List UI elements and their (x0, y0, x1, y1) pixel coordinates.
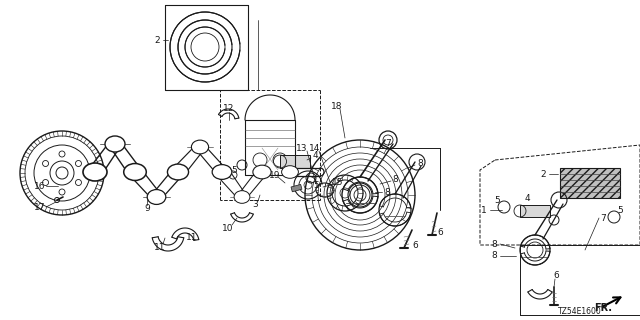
Text: 12: 12 (223, 103, 235, 113)
Text: 5: 5 (231, 165, 237, 174)
Bar (560, 168, 620, 198)
Text: 5: 5 (313, 180, 319, 189)
Text: 4: 4 (524, 194, 530, 203)
Text: 5: 5 (494, 196, 500, 204)
Ellipse shape (316, 183, 334, 197)
Text: 6: 6 (437, 228, 443, 236)
Ellipse shape (105, 136, 125, 152)
Text: 8: 8 (392, 174, 398, 183)
Text: 18: 18 (332, 101, 343, 110)
Text: 9: 9 (144, 204, 150, 212)
Text: 3: 3 (252, 199, 258, 209)
Text: 13: 13 (296, 143, 308, 153)
Text: 6: 6 (553, 270, 559, 279)
Ellipse shape (124, 164, 147, 180)
Ellipse shape (212, 164, 232, 180)
Text: 11: 11 (154, 243, 166, 252)
Text: TZ54E1600: TZ54E1600 (558, 308, 602, 316)
Ellipse shape (83, 163, 107, 181)
Text: 1: 1 (481, 205, 487, 214)
Ellipse shape (147, 189, 166, 204)
Bar (280, 155, 310, 168)
Text: 2: 2 (540, 170, 546, 179)
Text: 10: 10 (222, 223, 234, 233)
Text: 6: 6 (412, 241, 418, 250)
Text: 19: 19 (269, 171, 281, 180)
Ellipse shape (168, 164, 189, 180)
Ellipse shape (234, 191, 250, 203)
Text: 8: 8 (384, 188, 390, 196)
Ellipse shape (191, 140, 209, 154)
Text: 15: 15 (332, 178, 344, 187)
Text: 14: 14 (309, 143, 321, 153)
Text: 17: 17 (35, 203, 45, 212)
Text: 16: 16 (35, 181, 45, 190)
Ellipse shape (253, 165, 271, 179)
Text: 5: 5 (617, 205, 623, 214)
Text: 7: 7 (600, 213, 606, 222)
Text: 11: 11 (186, 233, 198, 242)
Text: 8: 8 (417, 158, 423, 167)
Bar (291, 184, 302, 192)
Text: 8: 8 (491, 252, 497, 260)
Text: 7: 7 (385, 139, 391, 148)
Text: 4: 4 (312, 150, 318, 159)
Bar (520, 205, 550, 217)
Text: 2: 2 (154, 36, 160, 44)
Text: 8: 8 (491, 239, 497, 249)
Text: FR.: FR. (594, 303, 612, 313)
Ellipse shape (282, 166, 298, 178)
